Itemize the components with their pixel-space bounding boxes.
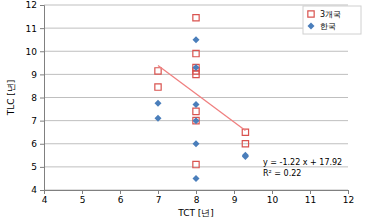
y-axis: 4 5 6 7 8 9 10 11 12 (26, 0, 45, 195)
tick: 9 (232, 190, 238, 205)
tick-mark (40, 98, 44, 99)
legend-entry: 3개국 (308, 10, 341, 19)
grid (44, 5, 348, 190)
chart: 4 5 6 7 8 9 10 11 12 4 5 6 7 8 9 10 11 12 TCT [년] TLC [년] y … (0, 0, 365, 219)
tick-mark (40, 5, 44, 6)
tick: 4 (42, 190, 48, 205)
tick-label: 4 (31, 185, 37, 195)
point (155, 68, 161, 74)
tick-mark (120, 190, 121, 194)
tick-label: 6 (118, 195, 124, 205)
x-axis: 4 5 6 7 8 9 10 11 12 (42, 190, 355, 205)
tick-mark (348, 190, 349, 194)
tick: 7 (31, 116, 44, 126)
tick-mark (272, 190, 273, 194)
axis-line (45, 191, 349, 195)
tick-mark (158, 190, 159, 194)
point (193, 101, 200, 108)
tick-label: 11 (305, 195, 316, 205)
grid-line (44, 97, 348, 98)
tick-mark (40, 28, 44, 29)
tick-label: 4 (42, 195, 48, 205)
tick-label: 5 (31, 162, 37, 172)
point (193, 108, 199, 114)
grid-line (44, 5, 348, 6)
point (193, 175, 200, 182)
point (242, 141, 248, 147)
point (193, 117, 199, 123)
tick-label: 6 (31, 139, 37, 149)
legend-marker (308, 23, 315, 30)
tick: 11 (26, 24, 44, 34)
point (155, 100, 162, 107)
tick: 12 (26, 0, 44, 10)
tick: 8 (31, 93, 44, 103)
grid-line (44, 28, 348, 29)
series (155, 36, 249, 182)
point (193, 71, 199, 77)
tick-label: 12 (343, 195, 354, 205)
legend: 3개국한국 (303, 6, 361, 34)
tick-label: 9 (232, 195, 238, 205)
point (193, 117, 200, 124)
series (155, 15, 249, 168)
legend-entry: 한국 (308, 22, 337, 31)
legend-label: 3개국 (320, 10, 341, 19)
tick: 7 (156, 190, 162, 205)
tick-mark (40, 167, 44, 168)
tick-mark (40, 51, 44, 52)
point (193, 64, 199, 70)
point (193, 50, 199, 56)
tick-mark (234, 190, 235, 194)
tick: 4 (31, 185, 44, 195)
marks (155, 15, 249, 182)
tick: 8 (194, 190, 200, 205)
tick-label: 9 (31, 70, 37, 80)
legend-label: 한국 (320, 22, 336, 31)
tick-label: 5 (80, 195, 86, 205)
y-axis-title: TLC [년] (6, 80, 16, 117)
tick: 6 (118, 190, 124, 205)
tick: 11 (305, 190, 316, 205)
tick: 6 (31, 139, 44, 149)
legend-box (303, 6, 361, 34)
point (242, 153, 249, 160)
point (193, 15, 199, 21)
tick: 12 (343, 190, 354, 205)
tick-label: 10 (26, 47, 38, 57)
tick: 10 (26, 47, 44, 57)
point (193, 36, 200, 43)
tick-mark (82, 190, 83, 194)
tick-label: 8 (31, 93, 37, 103)
point (155, 115, 162, 122)
point (155, 84, 161, 90)
tick-label: 7 (156, 195, 162, 205)
trendline (158, 66, 245, 131)
annotation: R² = 0.22 (263, 169, 301, 178)
x-axis-title: TCT [년] (177, 208, 214, 218)
point (193, 140, 200, 147)
tick-mark (40, 144, 44, 145)
annotation: y = -1.22 x + 17.92 (263, 158, 342, 167)
tick-label: 8 (194, 195, 200, 205)
tick-mark (40, 74, 44, 75)
tick-mark (40, 190, 44, 191)
tick-label: 10 (267, 195, 279, 205)
legend-marker (308, 11, 314, 17)
tick-label: 12 (26, 0, 37, 10)
tick-label: 11 (26, 24, 37, 34)
tick-mark (310, 190, 311, 194)
tick-mark (40, 121, 44, 122)
tick: 10 (267, 190, 279, 205)
point (193, 64, 200, 71)
tick: 5 (80, 190, 86, 205)
tick-mark (196, 190, 197, 194)
tick: 9 (31, 70, 44, 80)
tick: 5 (31, 162, 44, 172)
tick-label: 7 (31, 116, 37, 126)
axis-line (40, 6, 45, 191)
point (193, 161, 199, 167)
